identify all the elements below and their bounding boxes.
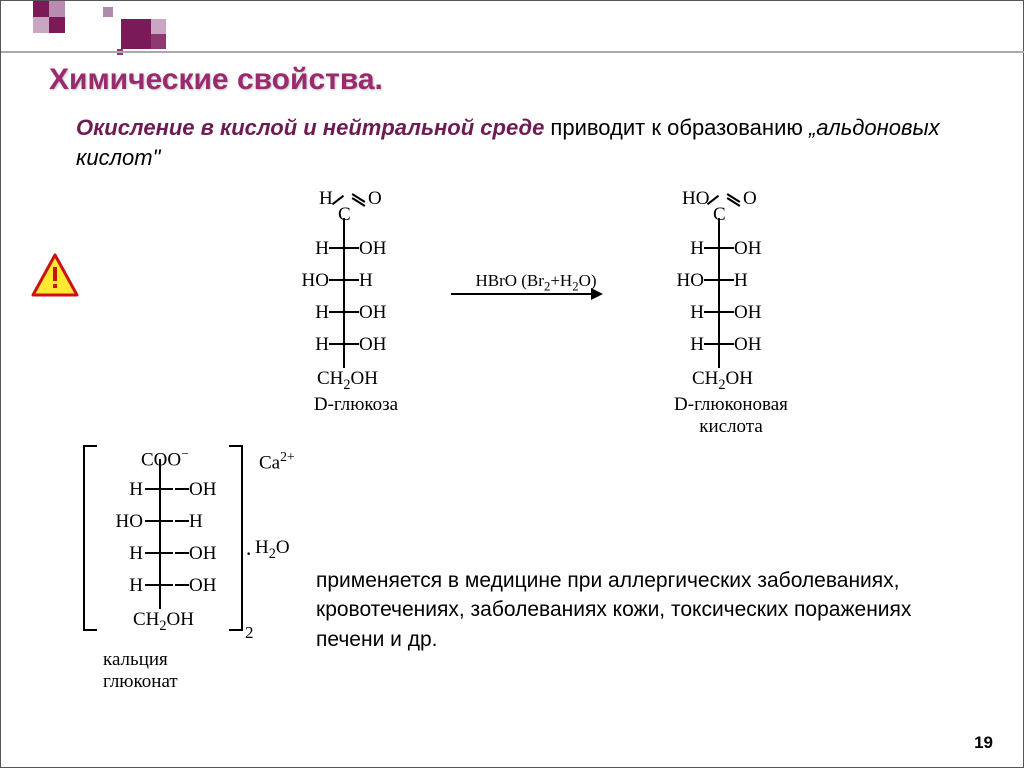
reactant-label: D-глюкоза [266, 394, 446, 416]
hydrate: H2O [255, 537, 290, 563]
intro-emphasis: Окисление в кислой и нейтральной среде [76, 115, 544, 140]
salt-label: кальция глюконат [103, 649, 178, 693]
counterion: Ca2+ [259, 449, 295, 474]
ch2oh: CH2OH [692, 368, 753, 394]
carboxyl-o: O [743, 188, 757, 210]
aldehyde-h: H [319, 188, 333, 210]
reaction-scheme: H O C H OH HO H H OH H OH CH2OH D-глюкоз… [251, 188, 951, 448]
carboxylate: COO− [141, 446, 189, 471]
slide-title: Химические свойства. [49, 63, 383, 97]
carboxyl-oh: HO [682, 188, 709, 210]
aldehyde-o: O [368, 188, 382, 210]
reaction-arrow: HBrO (Br2+H2O) [451, 293, 611, 295]
usage-text: применяется в медицине при аллергических… [316, 566, 946, 654]
warning-icon [31, 253, 79, 297]
intro-text: Окисление в кислой и нейтральной среде п… [76, 113, 946, 172]
intro-rest: приводит к образованию [544, 115, 809, 140]
stoich-subscript: 2 [245, 623, 254, 643]
page-number: 19 [974, 733, 993, 753]
ch2oh: CH2OH [317, 368, 378, 394]
header-decoration [1, 1, 1024, 56]
product-label: D-глюконовая кислота [641, 394, 821, 438]
ch2oh: CH2OH [133, 609, 194, 635]
